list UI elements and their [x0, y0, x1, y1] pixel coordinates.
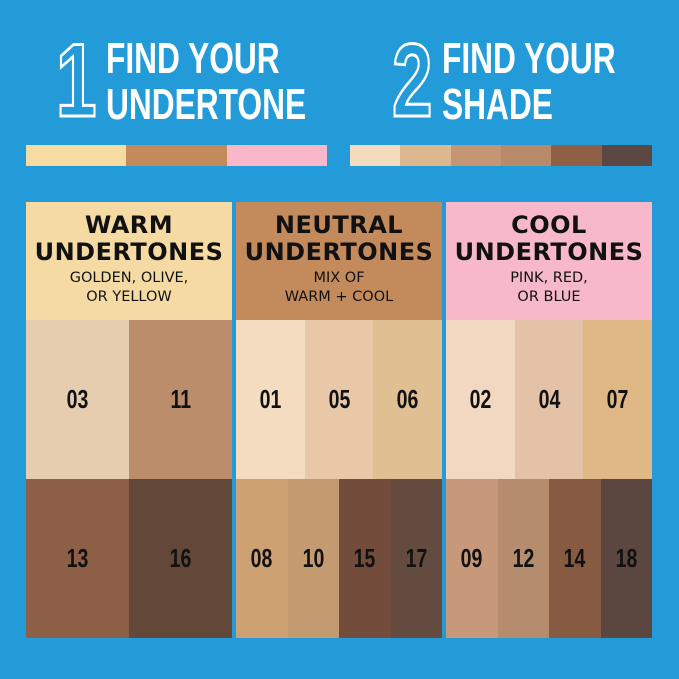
shade-number: 14	[563, 543, 586, 573]
column-title: NEUTRAL UNDERTONES	[244, 211, 434, 266]
shade-number: 09	[460, 543, 483, 573]
shade-number: 13	[66, 543, 89, 573]
shade-number: 18	[615, 543, 638, 573]
shade-number: 15	[353, 543, 376, 573]
shade-swatch[interactable]: 13	[26, 479, 129, 638]
color-swatch	[226, 145, 327, 166]
shade-swatch[interactable]: 07	[583, 320, 653, 479]
shade-swatch[interactable]: 01	[236, 320, 305, 479]
color-swatch	[400, 145, 451, 166]
shade-number: 11	[170, 384, 191, 414]
shade-number: 07	[606, 384, 629, 414]
color-swatch	[500, 145, 552, 166]
shade-swatch[interactable]: 17	[390, 479, 442, 638]
shade-number: 17	[405, 543, 428, 573]
step-title-line: UNDERTONE	[106, 80, 307, 129]
column-header: WARM UNDERTONES GOLDEN, OLIVE, OR YELLOW	[26, 202, 232, 320]
color-swatch	[450, 145, 501, 166]
shade-swatch[interactable]: 05	[304, 320, 374, 479]
shade-swatch[interactable]: 15	[339, 479, 391, 638]
step-title-line: FIND YOUR	[106, 34, 280, 83]
undertone-column: COOL UNDERTONES PINK, RED, OR BLUE 02 04 07 09…	[446, 202, 653, 638]
shade-swatch[interactable]: 03	[26, 320, 129, 479]
column-subtitle: GOLDEN, OLIVE, OR YELLOW	[69, 270, 189, 305]
step-2-heading: 2 FIND YOUR SHADE	[391, 23, 679, 139]
shade-color-strip	[350, 145, 652, 166]
step-number: 1	[55, 23, 98, 139]
shade-number: 05	[328, 384, 350, 414]
shade-number: 02	[469, 384, 492, 414]
shade-swatch[interactable]: 08	[236, 479, 288, 638]
shade-number: 12	[512, 543, 535, 573]
column-subtitle: MIX OF WARM + COOL	[284, 270, 394, 305]
shade-swatch[interactable]: 12	[497, 479, 549, 638]
step-title-line: SHADE	[442, 80, 553, 129]
color-swatch	[26, 145, 127, 166]
column-header: NEUTRAL UNDERTONES MIX OF WARM + COOL	[236, 202, 442, 320]
shade-number: 06	[396, 384, 419, 414]
shade-row: 08 10 15 17	[236, 479, 442, 638]
step-number: 2	[391, 23, 434, 139]
color-swatch	[126, 145, 227, 166]
shade-number: 04	[538, 384, 560, 414]
shade-swatch[interactable]: 14	[549, 479, 601, 638]
undertone-column: NEUTRAL UNDERTONES MIX OF WARM + COOL 01 05 0…	[236, 202, 443, 638]
shade-row: 09 12 14 18	[446, 479, 652, 638]
column-subtitle: PINK, RED, OR BLUE	[510, 270, 588, 305]
shade-row: 13 16	[26, 479, 232, 638]
shade-swatch[interactable]: 06	[373, 320, 443, 479]
shade-row: 02 04 07	[446, 320, 653, 479]
shade-number: 03	[66, 384, 89, 414]
step-title-line: FIND YOUR	[442, 34, 616, 83]
shade-swatch[interactable]: 11	[129, 320, 232, 479]
undertone-column: WARM UNDERTONES GOLDEN, OLIVE, OR YELLOW 03…	[26, 202, 232, 638]
shade-swatch[interactable]: 02	[446, 320, 515, 479]
shade-swatch[interactable]: 10	[287, 479, 339, 638]
color-swatch	[601, 145, 652, 166]
shade-number: 08	[250, 543, 273, 573]
step-title: FIND YOUR SHADE	[442, 36, 616, 128]
column-title: WARM UNDERTONES	[34, 211, 224, 266]
column-header: COOL UNDERTONES PINK, RED, OR BLUE	[446, 202, 652, 320]
color-swatch	[551, 145, 602, 166]
column-title: COOL UNDERTONES	[454, 211, 644, 266]
shade-swatch[interactable]: 09	[446, 479, 498, 638]
shade-swatch[interactable]: 18	[600, 479, 652, 638]
shade-number: 16	[169, 543, 192, 573]
color-swatch	[350, 145, 401, 166]
shade-row: 01 05 06	[236, 320, 443, 479]
step-1-heading: 1 FIND YOUR UNDERTONE	[55, 23, 384, 139]
shade-swatch[interactable]: 16	[129, 479, 232, 638]
shade-swatch[interactable]: 04	[514, 320, 584, 479]
shade-number: 10	[302, 543, 325, 573]
shade-number: 01	[259, 384, 282, 414]
step-title: FIND YOUR UNDERTONE	[106, 36, 306, 128]
undertone-color-strip	[26, 145, 327, 166]
shade-row: 03 11	[26, 320, 232, 479]
